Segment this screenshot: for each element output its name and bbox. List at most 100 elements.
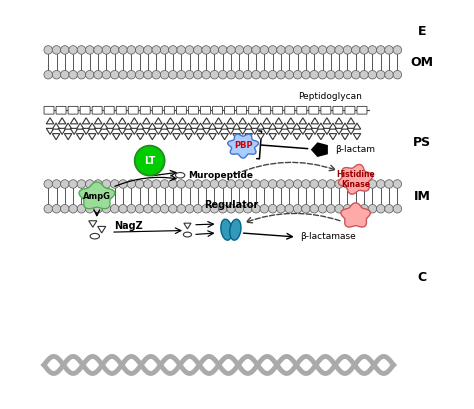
Polygon shape	[215, 128, 222, 135]
Circle shape	[352, 180, 360, 188]
Circle shape	[193, 180, 202, 188]
FancyBboxPatch shape	[249, 106, 259, 114]
Circle shape	[69, 180, 77, 188]
Text: AmpG: AmpG	[83, 192, 111, 201]
Circle shape	[385, 180, 393, 188]
Circle shape	[360, 204, 368, 213]
Circle shape	[52, 180, 61, 188]
Circle shape	[52, 46, 61, 54]
FancyBboxPatch shape	[309, 106, 319, 114]
Text: Regulator: Regulator	[204, 200, 258, 210]
Polygon shape	[76, 123, 84, 129]
Circle shape	[52, 70, 61, 79]
Polygon shape	[143, 118, 150, 124]
Circle shape	[144, 70, 152, 79]
Polygon shape	[112, 134, 120, 140]
Polygon shape	[353, 134, 361, 140]
Circle shape	[94, 180, 102, 188]
Ellipse shape	[175, 173, 185, 178]
Circle shape	[185, 180, 194, 188]
Circle shape	[160, 70, 169, 79]
Circle shape	[252, 204, 260, 213]
Circle shape	[169, 204, 177, 213]
Text: Histidine
Kinase: Histidine Kinase	[336, 170, 375, 189]
Circle shape	[360, 180, 368, 188]
Polygon shape	[137, 134, 144, 140]
Polygon shape	[52, 134, 60, 140]
Polygon shape	[227, 118, 234, 124]
Circle shape	[85, 46, 94, 54]
Circle shape	[285, 46, 293, 54]
Circle shape	[102, 46, 110, 54]
FancyBboxPatch shape	[237, 106, 246, 114]
Polygon shape	[137, 123, 144, 129]
Circle shape	[393, 46, 401, 54]
Polygon shape	[239, 118, 246, 124]
Circle shape	[352, 70, 360, 79]
Circle shape	[85, 204, 94, 213]
Circle shape	[69, 204, 77, 213]
Polygon shape	[335, 118, 343, 124]
Circle shape	[227, 70, 236, 79]
Circle shape	[368, 204, 377, 213]
Circle shape	[368, 70, 377, 79]
Polygon shape	[197, 134, 204, 140]
Polygon shape	[221, 123, 228, 129]
Circle shape	[152, 204, 161, 213]
Circle shape	[268, 70, 277, 79]
Polygon shape	[130, 118, 138, 124]
Circle shape	[385, 70, 393, 79]
Circle shape	[202, 70, 210, 79]
Polygon shape	[305, 134, 313, 140]
Ellipse shape	[183, 232, 191, 237]
Polygon shape	[179, 118, 186, 124]
Polygon shape	[338, 164, 373, 194]
Circle shape	[177, 70, 185, 79]
Circle shape	[219, 180, 227, 188]
Circle shape	[285, 204, 293, 213]
Polygon shape	[82, 118, 90, 124]
Circle shape	[385, 204, 393, 213]
Circle shape	[144, 180, 152, 188]
FancyBboxPatch shape	[261, 106, 271, 114]
Polygon shape	[184, 223, 191, 229]
FancyBboxPatch shape	[321, 106, 331, 114]
Polygon shape	[323, 118, 331, 124]
Polygon shape	[287, 128, 294, 135]
Polygon shape	[89, 123, 96, 129]
Circle shape	[285, 70, 293, 79]
Text: PBP: PBP	[234, 141, 253, 150]
Circle shape	[136, 46, 144, 54]
Circle shape	[177, 46, 185, 54]
Text: IM: IM	[413, 190, 430, 203]
Circle shape	[202, 204, 210, 213]
Circle shape	[210, 180, 219, 188]
Text: C: C	[417, 271, 427, 284]
Circle shape	[127, 70, 136, 79]
Circle shape	[310, 46, 319, 54]
Circle shape	[202, 46, 210, 54]
Polygon shape	[347, 128, 355, 135]
Circle shape	[252, 180, 260, 188]
Polygon shape	[161, 134, 168, 140]
Circle shape	[102, 70, 110, 79]
Circle shape	[343, 204, 352, 213]
Circle shape	[136, 180, 144, 188]
Circle shape	[310, 180, 319, 188]
Circle shape	[202, 180, 210, 188]
Polygon shape	[329, 123, 337, 129]
FancyBboxPatch shape	[176, 106, 186, 114]
Text: β-lactam: β-lactam	[335, 145, 375, 154]
Polygon shape	[89, 221, 97, 227]
Polygon shape	[341, 203, 370, 227]
Circle shape	[119, 46, 128, 54]
Polygon shape	[82, 128, 90, 135]
Polygon shape	[281, 134, 289, 140]
Circle shape	[335, 70, 344, 79]
Polygon shape	[167, 118, 174, 124]
Circle shape	[160, 204, 169, 213]
FancyBboxPatch shape	[140, 106, 150, 114]
Polygon shape	[100, 134, 108, 140]
FancyBboxPatch shape	[273, 106, 283, 114]
Circle shape	[227, 180, 236, 188]
